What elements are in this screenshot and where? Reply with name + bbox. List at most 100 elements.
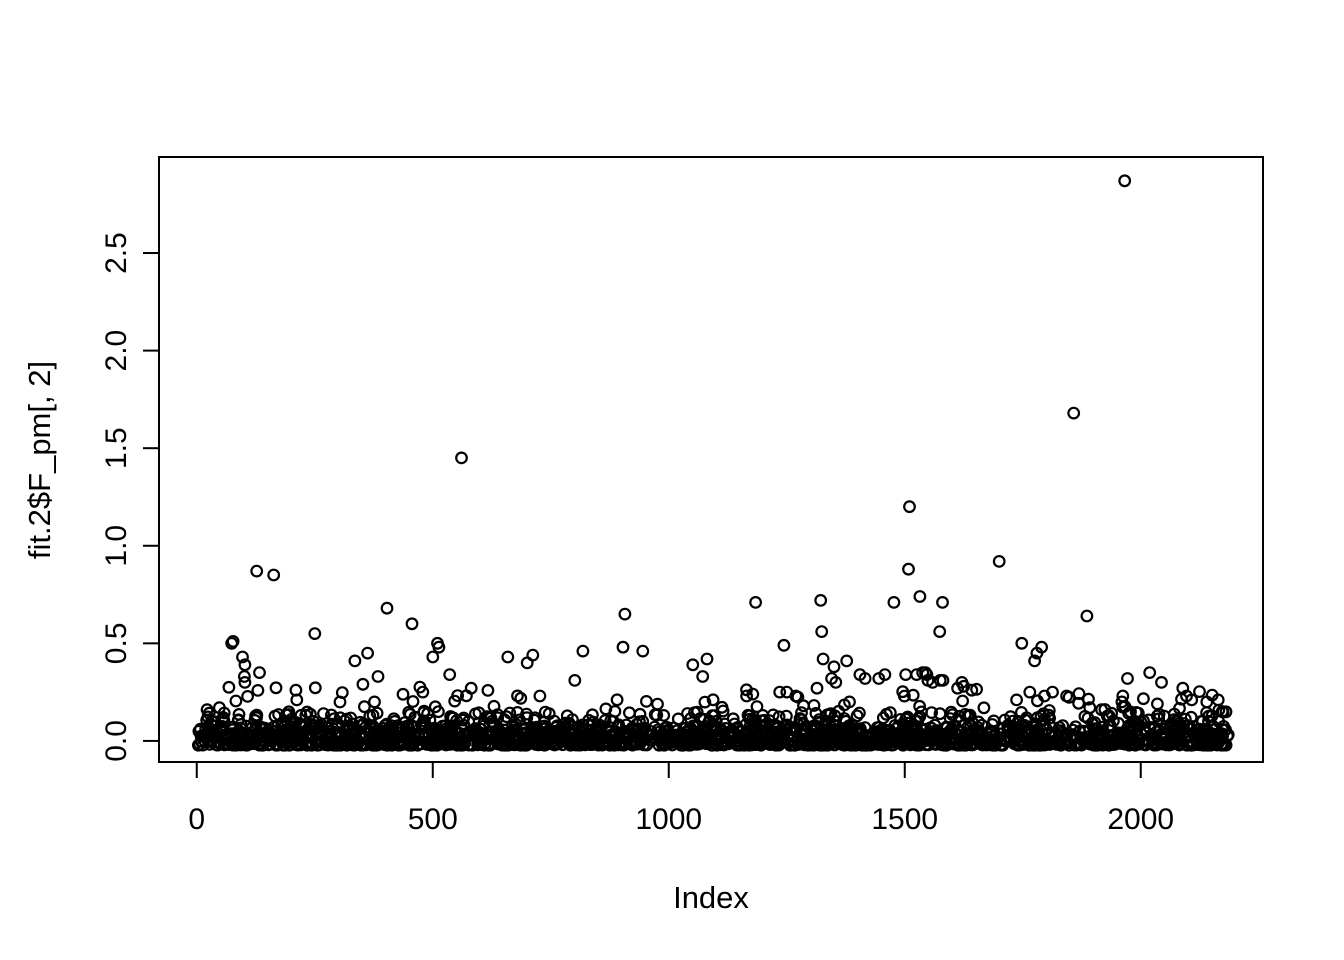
- data-point: [1171, 714, 1185, 728]
- data-point: [901, 710, 914, 724]
- data-point: [1139, 738, 1152, 752]
- data-point: [618, 607, 632, 621]
- data-point: [1175, 692, 1188, 706]
- data-point: [513, 713, 526, 727]
- data-point: [1118, 174, 1132, 188]
- data-point: [743, 712, 757, 726]
- data-point: [987, 714, 1001, 728]
- data-point: [232, 708, 246, 721]
- data-point: [750, 700, 764, 713]
- data-point: [640, 695, 653, 708]
- data-point: [887, 596, 901, 609]
- data-point: [457, 727, 471, 741]
- data-point: [926, 676, 939, 689]
- data-point: [321, 738, 335, 752]
- data-point: [819, 714, 833, 728]
- data-point: [640, 738, 654, 751]
- data-point: [709, 714, 723, 728]
- data-point: [973, 726, 987, 740]
- data-point: [404, 737, 418, 751]
- data-point: [873, 724, 887, 737]
- data-point: [951, 681, 964, 695]
- data-point: [308, 681, 322, 695]
- data-point: [368, 695, 381, 709]
- y-axis-tick-label: 2.0: [100, 330, 133, 372]
- data-point: [780, 709, 793, 723]
- data-point: [1006, 729, 1020, 743]
- data-point: [1083, 723, 1096, 737]
- data-point: [202, 706, 216, 720]
- data-point: [290, 693, 304, 707]
- data-point: [1067, 406, 1081, 420]
- y-axis-tick-label: 1.5: [100, 427, 133, 469]
- data-point: [1105, 706, 1118, 720]
- data-point: [238, 676, 252, 689]
- data-point: [599, 702, 613, 716]
- data-point: [777, 638, 791, 652]
- data-point: [361, 646, 375, 660]
- data-point: [899, 668, 913, 681]
- data-point: [1196, 715, 1209, 728]
- data-point: [533, 689, 547, 703]
- data-point: [371, 670, 385, 683]
- data-point: [331, 717, 344, 731]
- data-point: [915, 705, 928, 719]
- plot-border-box: [158, 156, 1264, 763]
- data-point: [850, 709, 864, 723]
- data-point: [986, 730, 1000, 743]
- data-point: [686, 658, 700, 672]
- data-point: [565, 736, 578, 750]
- data-point: [1155, 676, 1168, 689]
- data-point: [231, 714, 245, 727]
- data-point: [1030, 646, 1044, 660]
- data-point: [899, 712, 913, 726]
- data-point: [706, 693, 720, 707]
- data-point: [1136, 692, 1150, 706]
- data-point: [236, 650, 249, 664]
- data-point: [913, 590, 927, 603]
- data-point: [485, 715, 499, 728]
- data-point: [1144, 729, 1158, 742]
- x-axis-title: Index: [673, 880, 749, 915]
- data-point: [405, 617, 419, 631]
- data-point: [894, 727, 908, 741]
- data-point: [820, 738, 834, 752]
- data-point: [586, 715, 600, 729]
- data-point: [1029, 725, 1043, 739]
- data-point: [681, 707, 694, 720]
- data-point: [489, 730, 503, 744]
- data-point: [812, 713, 826, 726]
- data-point: [511, 706, 524, 719]
- data-point: [696, 670, 710, 683]
- data-point: [426, 650, 440, 664]
- data-point: [469, 707, 482, 721]
- data-point: [215, 720, 229, 733]
- y-axis-title: fit.2$F_pm[, 2]: [22, 361, 57, 559]
- data-point: [538, 722, 551, 736]
- data-point: [619, 727, 632, 741]
- data-point: [793, 736, 806, 750]
- data-point: [451, 689, 465, 702]
- data-point: [447, 735, 460, 749]
- data-point: [455, 451, 468, 465]
- y-axis-tick-label: 2.5: [100, 232, 133, 274]
- data-point: [636, 715, 650, 728]
- data-point: [651, 697, 664, 711]
- data-point: [527, 713, 541, 727]
- data-point: [677, 729, 691, 743]
- data-point: [335, 686, 349, 699]
- data-point: [963, 708, 977, 722]
- data-point: [222, 730, 236, 743]
- data-point: [604, 714, 618, 727]
- y-axis: 0.0 0.5 1.0 1.5 2.0 2.5: [100, 232, 159, 762]
- data-point: [576, 644, 590, 658]
- data-point: [671, 712, 685, 726]
- data-point: [520, 656, 534, 670]
- data-point: [727, 729, 741, 743]
- data-point: [241, 690, 255, 703]
- data-point: [766, 708, 780, 722]
- data-point: [446, 711, 460, 725]
- data-point: [226, 635, 240, 648]
- data-point: [698, 695, 712, 709]
- data-point: [749, 596, 762, 609]
